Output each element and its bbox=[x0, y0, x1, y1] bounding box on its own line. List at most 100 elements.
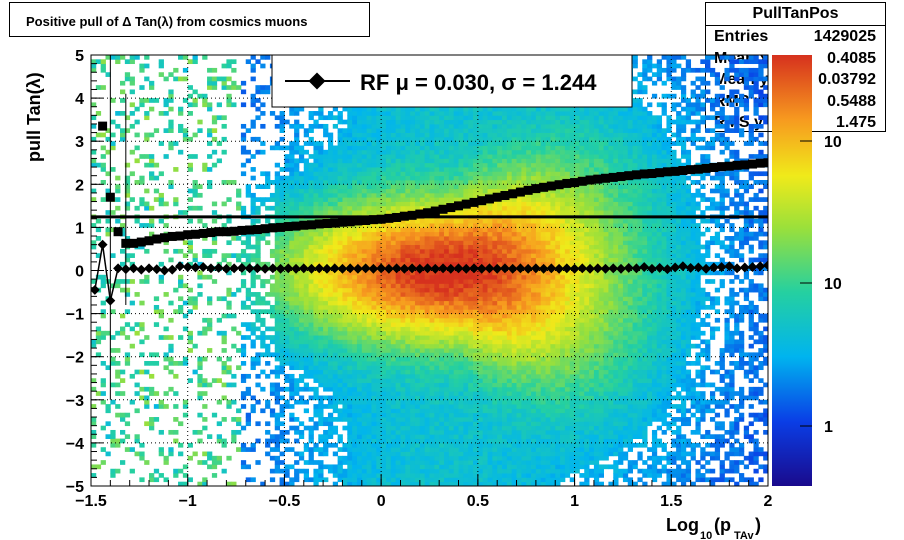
heatmap-cell bbox=[473, 408, 479, 414]
heatmap-cell bbox=[405, 132, 411, 138]
heatmap-cell bbox=[269, 335, 276, 340]
heatmap-cell bbox=[352, 417, 358, 422]
heatmap-cell bbox=[327, 361, 334, 366]
heatmap-cell bbox=[419, 373, 426, 379]
heatmap-cell bbox=[342, 365, 348, 371]
heatmap-cell bbox=[100, 330, 106, 336]
heatmap-cell bbox=[400, 339, 406, 345]
heatmap-cell bbox=[405, 373, 411, 379]
heatmap-cell bbox=[448, 261, 455, 267]
heatmap-cell bbox=[105, 149, 111, 155]
heatmap-cell bbox=[434, 460, 440, 465]
heatmap-cell bbox=[390, 257, 397, 263]
heatmap-cell bbox=[477, 304, 484, 310]
heatmap-cell bbox=[105, 408, 111, 414]
heatmap-cell bbox=[216, 76, 222, 82]
heatmap-cell bbox=[419, 378, 426, 383]
heatmap-cell bbox=[221, 369, 227, 375]
heatmap-cell bbox=[376, 425, 382, 431]
heatmap-cell bbox=[303, 197, 310, 202]
heatmap-cell bbox=[453, 447, 459, 452]
heatmap-cell bbox=[361, 365, 368, 371]
heatmap-cell bbox=[468, 352, 474, 358]
heatmap-cell bbox=[410, 386, 416, 392]
heatmap-cell bbox=[429, 223, 435, 228]
heatmap-cell bbox=[298, 322, 305, 327]
heatmap-cell bbox=[202, 248, 208, 254]
heatmap-cell bbox=[444, 115, 450, 121]
heatmap-cell bbox=[414, 429, 421, 435]
heatmap-cell bbox=[255, 89, 261, 95]
heatmap-cell bbox=[414, 339, 421, 345]
heatmap-cell bbox=[178, 468, 184, 474]
heatmap-cell bbox=[448, 123, 455, 129]
heatmap-cell bbox=[385, 132, 392, 138]
heatmap-cell bbox=[439, 365, 445, 371]
heatmap-cell bbox=[139, 442, 145, 448]
heatmap-cell bbox=[250, 67, 256, 73]
heatmap-cell bbox=[429, 404, 435, 409]
heatmap-cell bbox=[376, 451, 382, 457]
heatmap-cell bbox=[303, 386, 310, 392]
heatmap-cell bbox=[468, 339, 474, 345]
heatmap-cell bbox=[279, 257, 285, 263]
heatmap-cell bbox=[458, 464, 464, 470]
heatmap-cell bbox=[453, 451, 459, 457]
heatmap-cell bbox=[429, 274, 435, 280]
heatmap-cell bbox=[347, 365, 353, 371]
heatmap-cell bbox=[361, 244, 368, 250]
heatmap-cell bbox=[149, 218, 155, 224]
heatmap-cell bbox=[294, 335, 300, 340]
heatmap-cell bbox=[458, 210, 464, 215]
heatmap-cell bbox=[419, 304, 426, 310]
heatmap-cell bbox=[279, 361, 285, 366]
heatmap-cell bbox=[356, 287, 363, 293]
heatmap-cell bbox=[361, 111, 368, 116]
heatmap-cell bbox=[240, 162, 247, 168]
heatmap-cell bbox=[405, 136, 411, 142]
heatmap-cell bbox=[260, 300, 266, 306]
heatmap-cell bbox=[182, 136, 189, 142]
heatmap-cell bbox=[448, 335, 455, 340]
heatmap-cell bbox=[332, 404, 339, 409]
heatmap-cell bbox=[294, 399, 300, 405]
heatmap-cell bbox=[318, 378, 324, 383]
heatmap-cell bbox=[414, 279, 421, 284]
heatmap-cell bbox=[439, 369, 445, 375]
heatmap-cell bbox=[182, 210, 189, 215]
heatmap-cell bbox=[163, 76, 169, 82]
heatmap-cell bbox=[458, 162, 464, 168]
heatmap-cell bbox=[289, 184, 295, 190]
heatmap-cell bbox=[178, 55, 184, 60]
heatmap-cell bbox=[376, 292, 382, 297]
heatmap-cell bbox=[327, 442, 334, 448]
heatmap-cell bbox=[434, 421, 440, 427]
heatmap-cell bbox=[342, 378, 348, 383]
heatmap-cell bbox=[458, 179, 464, 185]
heatmap-cell bbox=[178, 210, 184, 215]
heatmap-cell bbox=[221, 339, 227, 345]
heatmap-cell bbox=[385, 111, 392, 116]
heatmap-cell bbox=[468, 154, 474, 159]
heatmap-cell bbox=[279, 218, 285, 224]
heatmap-cell bbox=[308, 425, 314, 431]
heatmap-cell bbox=[149, 85, 155, 90]
heatmap-cell bbox=[274, 468, 280, 474]
heatmap-cell bbox=[414, 274, 421, 280]
heatmap-cell bbox=[178, 111, 184, 116]
heatmap-cell bbox=[294, 425, 300, 431]
heatmap-cell bbox=[458, 330, 464, 336]
heatmap-cell bbox=[439, 106, 445, 112]
heatmap-cell bbox=[381, 481, 387, 486]
heatmap-cell bbox=[356, 175, 363, 181]
heatmap-cell bbox=[182, 481, 189, 486]
heatmap-cell bbox=[327, 240, 334, 246]
heatmap-cell bbox=[458, 382, 464, 388]
heatmap-cell bbox=[197, 356, 203, 362]
heatmap-cell bbox=[163, 111, 169, 116]
heatmap-cell bbox=[419, 236, 426, 241]
heatmap-cell bbox=[318, 417, 324, 422]
heatmap-cell bbox=[313, 279, 319, 284]
heatmap-cell bbox=[337, 317, 343, 323]
heatmap-cell bbox=[352, 468, 358, 474]
